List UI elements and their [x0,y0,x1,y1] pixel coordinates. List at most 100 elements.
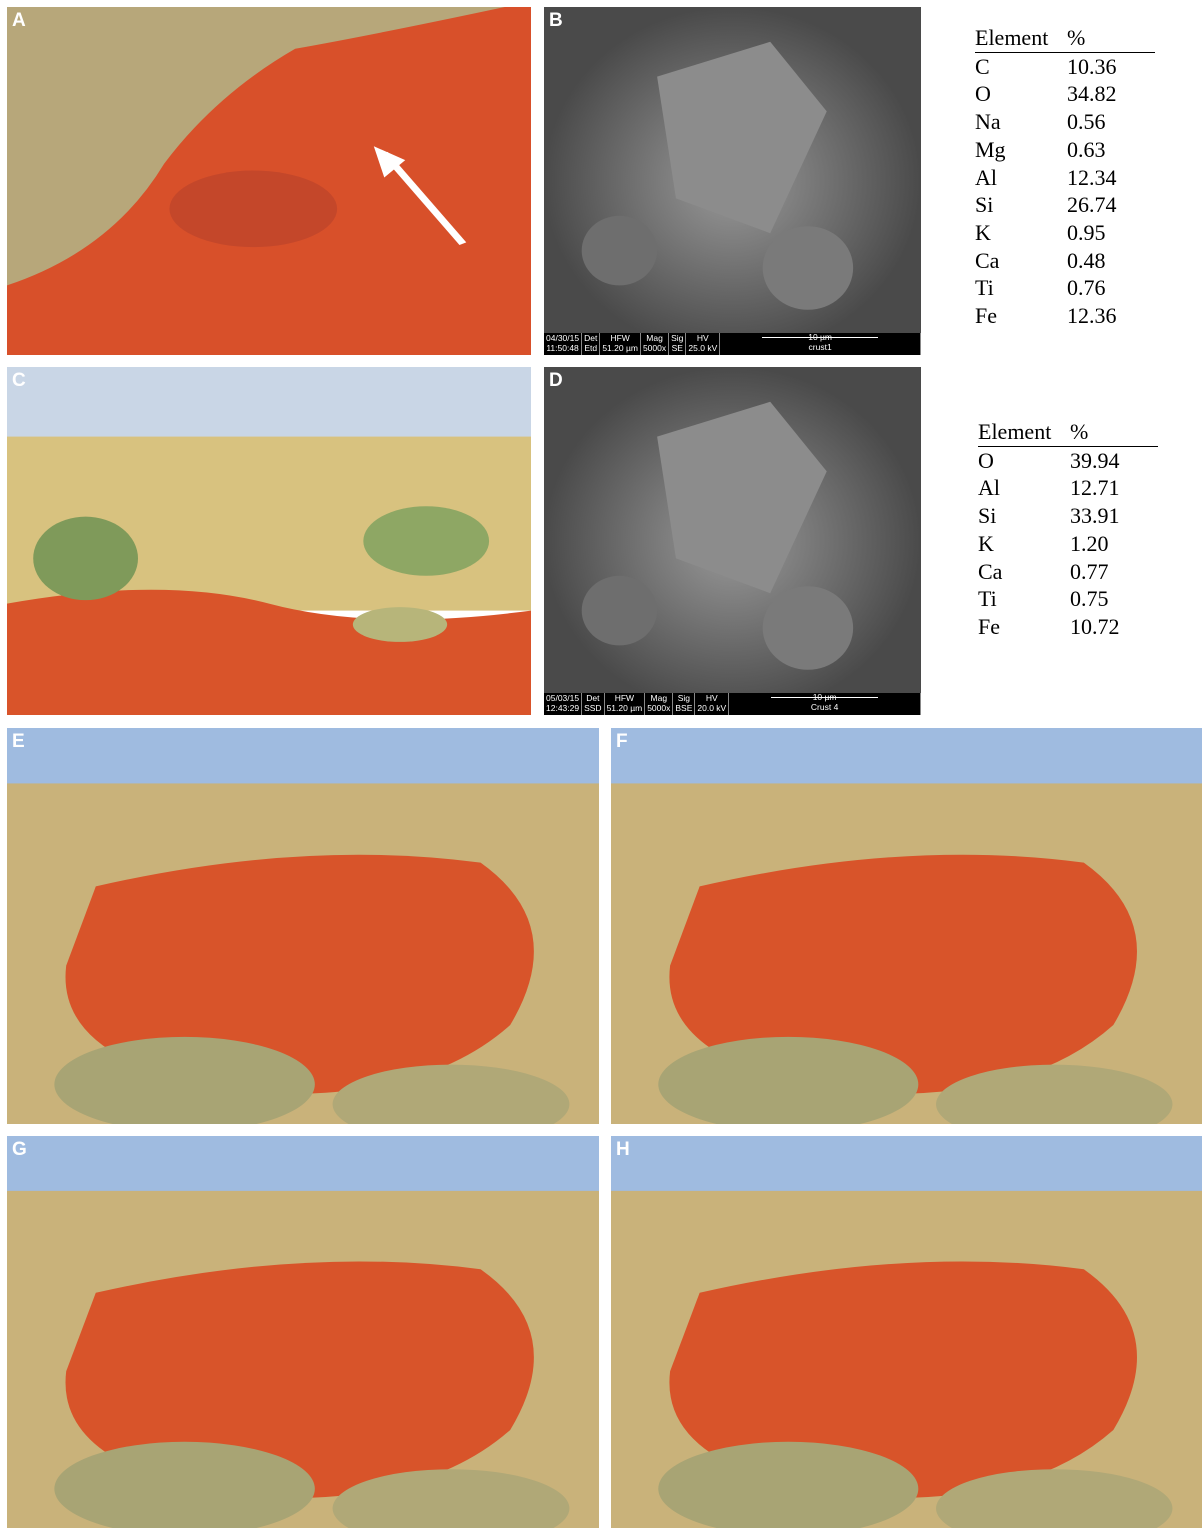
sample: crust1 [722,342,918,352]
field-name: Mag [643,333,666,343]
field-name: Det [584,693,601,703]
photo-panel: C [7,367,531,715]
time: 12:43:29 [546,703,579,713]
panel-label: F [616,731,628,753]
percent: 0.63 [1067,136,1106,164]
photo-panel: G [7,1136,599,1528]
percent: 0.48 [1067,247,1106,275]
element: Ti [975,274,1067,302]
field-value: 51.20 µm [607,703,643,713]
scale-text: 10 µm [722,332,918,342]
element: O [975,80,1067,108]
percent: 12.71 [1070,474,1120,502]
table-header: Element% [975,24,1155,53]
photo [7,728,599,1124]
panel-label: C [12,370,26,392]
element: Fe [975,302,1067,330]
percent: 0.76 [1067,274,1106,302]
percent: 26.74 [1067,191,1117,219]
field-value: 51.20 µm [602,343,638,353]
scale-cell: 10 µmCrust 4 [729,693,921,715]
header-cell: Element [975,24,1067,52]
figure: AB04/30/1511:50:48DetEtdHFW51.20 µmMag50… [0,0,1202,1528]
field-name: HFW [602,333,638,343]
percent: 0.77 [1070,558,1109,586]
percent: 39.94 [1070,447,1120,475]
element: Fe [978,613,1070,641]
panel-label: E [12,731,25,753]
element: O [978,447,1070,475]
element: Mg [975,136,1067,164]
photo-panel: E [7,728,599,1124]
field-value: Etd [584,343,597,353]
field-value: BSE [675,703,692,713]
photo [544,367,921,715]
field-value: 20.0 kV [697,703,726,713]
element: Si [978,502,1070,530]
field-value: 25.0 kV [688,343,717,353]
header-cell: Element [978,418,1070,446]
date: 04/30/15 [546,333,579,343]
percent: 33.91 [1070,502,1120,530]
field-name: Mag [647,693,670,703]
element: Ti [978,585,1070,613]
percent: 12.36 [1067,302,1117,330]
panel-label: D [549,370,563,392]
photo-panel: H [611,1136,1202,1528]
sample: Crust 4 [731,702,918,712]
percent: 0.95 [1067,219,1106,247]
field-value: SSD [584,703,601,713]
field-name: HV [697,693,726,703]
field-name: Det [584,333,597,343]
panel-label: A [12,10,26,32]
header-cell: % [1067,24,1085,52]
percent: 1.20 [1070,530,1109,558]
table-row: C10.36 [975,53,1155,81]
field-name: Sig [671,333,683,343]
info-bar: 05/03/1512:43:29DetSSDHFW51.20 µmMag5000… [544,693,921,715]
percent: 0.56 [1067,108,1106,136]
photo [544,7,921,355]
element: K [975,219,1067,247]
photo [611,1136,1202,1528]
element: C [975,53,1067,81]
photo [7,367,531,715]
field-name: Sig [675,693,692,703]
percent: 0.75 [1070,585,1109,613]
photo-panel: A [7,7,531,355]
element: Si [975,191,1067,219]
element: Ca [978,558,1070,586]
percent: 10.72 [1070,613,1120,641]
percent: 34.82 [1067,80,1117,108]
field-value: 5000x [647,703,670,713]
element: Al [978,474,1070,502]
panel-label: G [12,1139,27,1161]
element: Ca [975,247,1067,275]
field-name: HFW [607,693,643,703]
